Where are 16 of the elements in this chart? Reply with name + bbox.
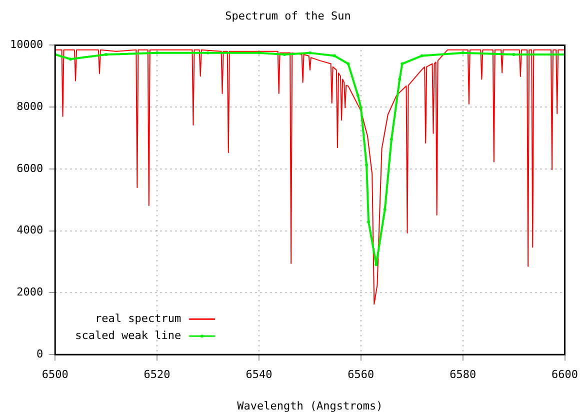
x-tick-label: 6600	[552, 368, 578, 382]
x-tick-label: 6500	[42, 368, 68, 382]
y-tick-label: 4000	[16, 224, 44, 237]
x-tick-label: 6520	[144, 368, 170, 382]
x-tick-label: 6540	[246, 368, 272, 382]
legend-label: scaled weak line	[75, 328, 182, 342]
x-axis-title: Wavelength (Angstroms)	[237, 399, 383, 412]
y-tick-label: 0	[36, 347, 44, 360]
legend-label: real spectrum	[94, 312, 182, 325]
y-tick-label: 2000	[16, 286, 44, 299]
x-tick-label: 6560	[348, 368, 374, 382]
x-tick-label: 6580	[450, 368, 476, 382]
y-tick-label: 10000	[10, 38, 44, 52]
y-tick-label: 6000	[16, 162, 44, 175]
y-tick-label: 8000	[16, 100, 44, 113]
chart-title: Spectrum of the Sun	[225, 9, 351, 22]
